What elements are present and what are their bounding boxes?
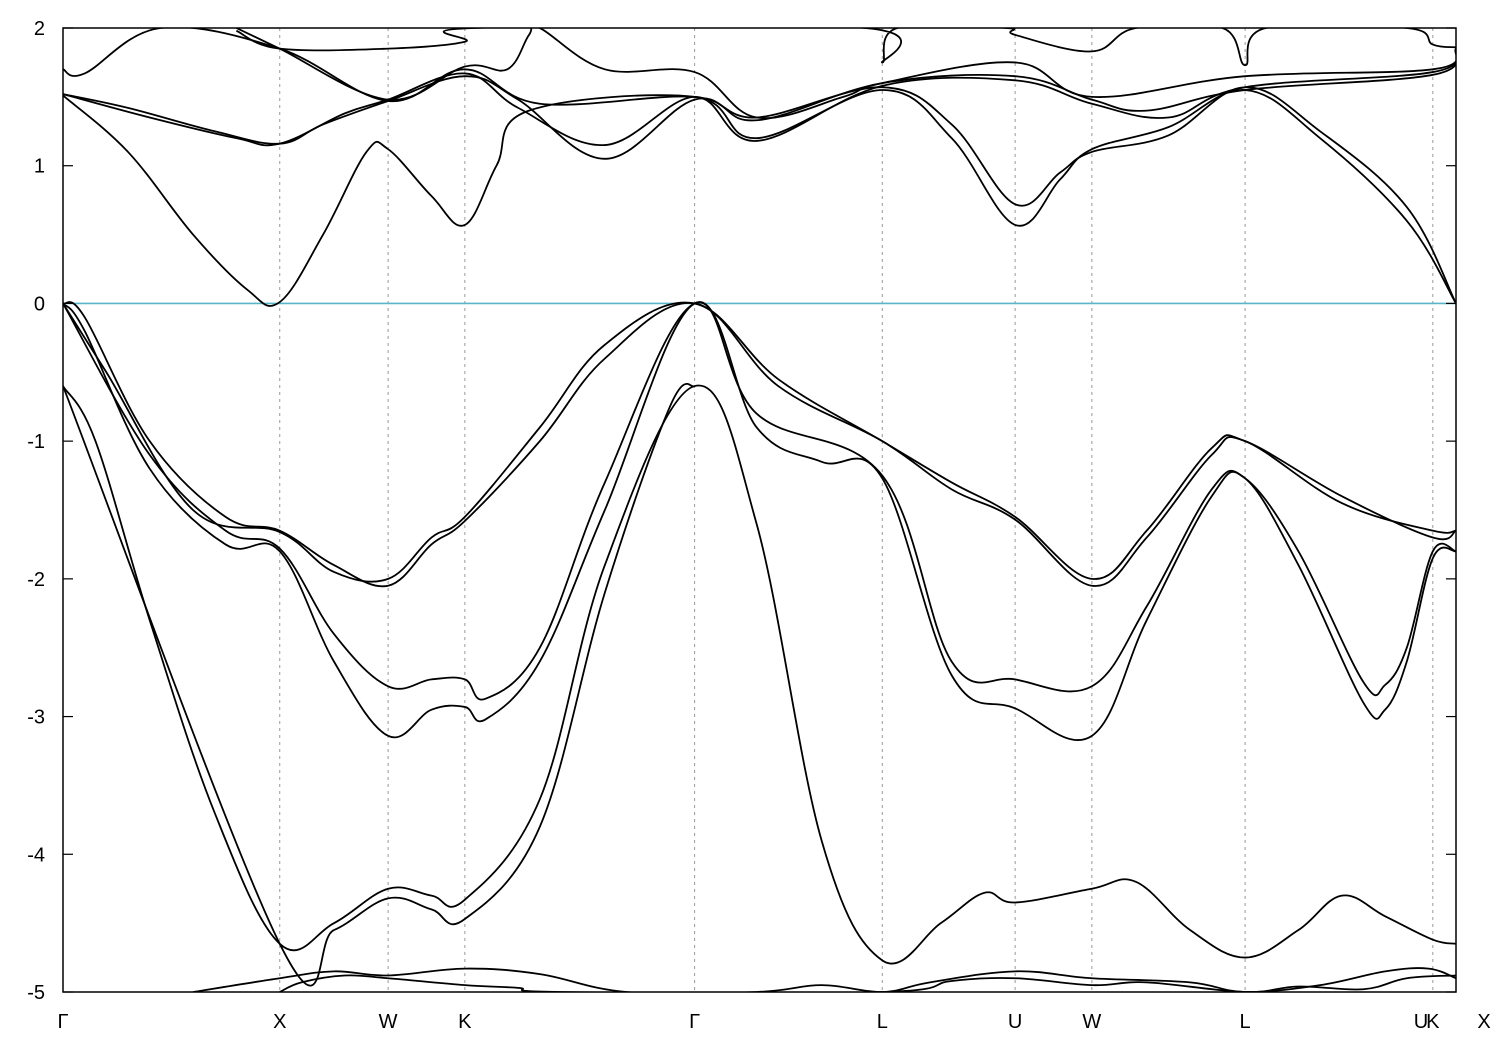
band-line-1 [63,384,1456,965]
plot-frame [62,27,1457,993]
x-tick-label: X [273,1011,286,1033]
y-tick-label: -2 [27,569,45,591]
x-tick-label: K [458,1011,472,1033]
y-tick-label: -4 [27,844,45,866]
x-tick-label: W [379,1011,398,1033]
x-tick-label: U [1008,1011,1022,1033]
x-tick-label: Γ [689,1011,700,1033]
x-tick-label: L [877,1011,888,1033]
y-tick-label: -1 [27,431,45,453]
x-tick-label: X [1477,1011,1490,1033]
x-tick-label: L [1240,1011,1251,1033]
y-tick-label: 0 [34,293,45,315]
y-tick-label: -5 [27,982,45,1004]
band-line-7 [63,89,1456,307]
x-tick-label: U [1414,1011,1428,1033]
x-tick-label: W [1082,1011,1101,1033]
band-line-11 [236,28,1456,120]
x-tick-label: Γ [57,1011,68,1033]
band-line-14 [279,974,1456,992]
band-line-10 [63,48,1456,147]
band-line-5 [63,301,1456,701]
band-line-6 [63,301,1456,583]
y-tick-label: -3 [27,707,45,729]
x-tick-label: K [1426,1011,1440,1033]
band-line-2 [63,383,696,987]
band-line-3 [63,301,1456,742]
y-tick-label: 2 [34,18,45,40]
y-tick-label: 1 [34,156,45,178]
